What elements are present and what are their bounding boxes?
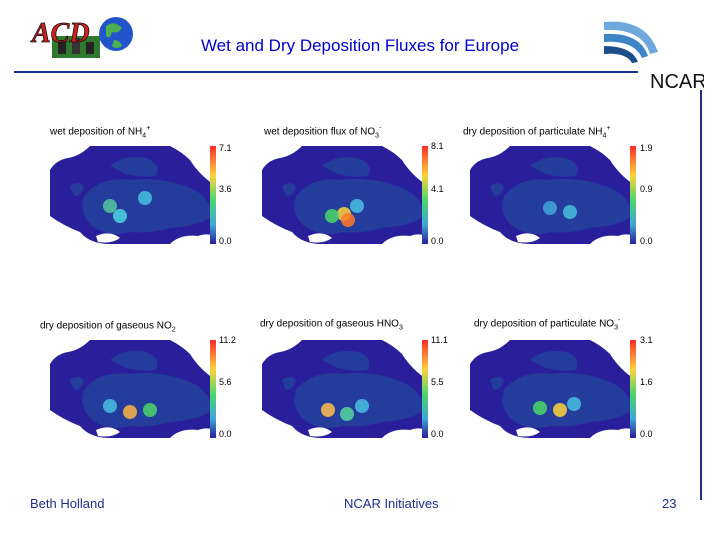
scale-mid: 0.9 [640,184,653,194]
scale-min: 0.0 [431,429,444,439]
ncar-logo: NCAR [596,10,707,94]
slide-title: Wet and Dry Deposition Fluxes for Europe [200,36,520,55]
map-dry-gas-hno3 [262,340,428,438]
scale-max: 7.1 [219,143,232,153]
scale-max: 1.9 [640,143,653,153]
scale-mid: 3.6 [219,184,232,194]
scale-mid: 1.6 [640,377,653,387]
scale-min: 0.0 [640,236,653,246]
scale-max: 8.1 [431,141,444,151]
caption-wet-no3: wet deposition flux of NO3- [264,125,382,140]
map-dry-part-nh4 [470,146,636,244]
scale-min: 0.0 [431,236,444,246]
map-wet-nh4 [50,146,216,244]
scale-min: 0.0 [219,236,232,246]
scale-max: 3.1 [640,335,653,345]
scale-mid: 4.1 [431,184,444,194]
caption-dry-gas-no2: dry deposition of gaseous NO2 [40,320,176,334]
acd-logo-text: ACD [30,18,90,49]
map-dry-part-no3 [470,340,636,438]
title-rule [14,71,638,73]
scale-max: 11.1 [431,335,448,345]
footer-page-number: 23 [662,496,677,511]
side-rule [700,90,702,500]
footer-author: Beth Holland [30,496,105,511]
scale-mid: 5.5 [431,377,444,387]
caption-dry-part-nh4: dry deposition of particulate NH4+ [463,125,611,140]
map-wet-no3 [262,146,428,244]
acd-logo: ACD [28,12,140,64]
scale-mid: 5.6 [219,377,232,387]
map-dry-gas-no2 [50,340,216,438]
caption-dry-part-no3: dry deposition of particulate NO3- [474,317,621,332]
scale-max: 11.2 [219,335,236,345]
ncar-logo-text: NCAR [650,71,704,93]
caption-wet-nh4: wet deposition of NH4+ [50,125,151,140]
footer-center: NCAR Initiatives [344,496,439,511]
caption-dry-gas-hno3: dry deposition of gaseous HNO3 [260,318,403,332]
scale-min: 0.0 [640,429,653,439]
scale-min: 0.0 [219,429,232,439]
